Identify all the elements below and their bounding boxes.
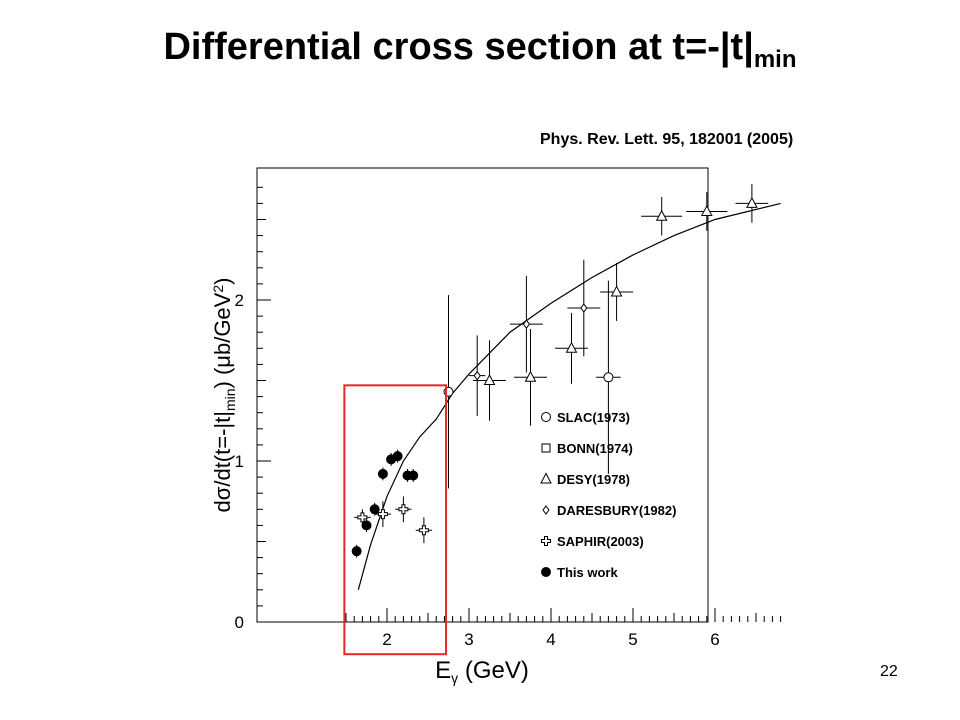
x-tick-label: 6 bbox=[710, 630, 719, 649]
slide-title: Differential cross section at t=-|t|min bbox=[0, 26, 960, 74]
x-axis: 2 3 4 5 6 bbox=[345, 608, 782, 649]
x-axis-label: Eγ (GeV) bbox=[435, 657, 529, 686]
data-point bbox=[418, 525, 429, 536]
data-point bbox=[361, 520, 372, 531]
y-axis-label: dσ/dt(t=-|t|min) (μb/GeV2) bbox=[210, 278, 238, 513]
legend-label: This work bbox=[557, 565, 618, 580]
data-point bbox=[408, 470, 419, 481]
data-point bbox=[565, 341, 578, 353]
plot-frame bbox=[256, 167, 709, 623]
legend-label: SLAC(1973) bbox=[557, 410, 630, 425]
legend-marker bbox=[541, 567, 551, 577]
data-point bbox=[392, 451, 403, 462]
x-tick-label: 2 bbox=[382, 630, 391, 649]
data-point bbox=[655, 209, 668, 221]
title-subscript: min bbox=[753, 46, 797, 73]
data-point bbox=[369, 504, 380, 515]
series-filled-circle bbox=[351, 449, 419, 558]
data-point bbox=[522, 319, 531, 329]
page-number: 22 bbox=[880, 663, 898, 680]
y-tick-label: 1 bbox=[235, 452, 244, 471]
legend-marker bbox=[541, 536, 551, 546]
legend-marker bbox=[540, 472, 552, 484]
data-point bbox=[398, 504, 409, 515]
y-tick-label: 0 bbox=[235, 613, 244, 632]
highlight-box bbox=[343, 384, 448, 656]
data-point bbox=[473, 370, 481, 381]
legend-label: SAPHIR(2003) bbox=[557, 534, 644, 549]
y-tick-label: 2 bbox=[235, 291, 244, 310]
data-point bbox=[610, 285, 623, 297]
y-axis: 0 1 2 bbox=[235, 186, 271, 632]
data-point bbox=[351, 546, 362, 557]
citation: Phys. Rev. Lett. 95, 182001 (2005) bbox=[540, 131, 794, 148]
data-point bbox=[603, 372, 614, 383]
legend: SLAC(1973) BONN(1974) DESY(1978) DARESBURY(… bbox=[540, 410, 676, 580]
legend-marker bbox=[541, 443, 551, 453]
data-point bbox=[746, 196, 758, 208]
legend-label: BONN(1974) bbox=[557, 441, 633, 456]
series-triangle bbox=[473, 184, 769, 426]
series-circle bbox=[443, 280, 621, 489]
x-tick-label: 5 bbox=[628, 630, 637, 649]
fit-curve bbox=[357, 202, 781, 590]
data-point bbox=[483, 373, 496, 385]
data-point bbox=[580, 303, 588, 313]
legend-marker bbox=[542, 505, 550, 515]
series-cross-open bbox=[354, 496, 433, 544]
x-tick-label: 3 bbox=[464, 630, 473, 649]
legend-label: DESY(1978) bbox=[557, 472, 630, 487]
series-diamond bbox=[469, 259, 601, 416]
title-main: Differential cross section at t=-|t| bbox=[163, 26, 754, 68]
x-tick-label: 4 bbox=[546, 630, 555, 649]
data-point bbox=[377, 468, 388, 479]
data-point bbox=[700, 204, 713, 216]
legend-label: DARESBURY(1982) bbox=[557, 503, 676, 518]
data-point bbox=[524, 370, 537, 382]
legend-marker bbox=[541, 412, 551, 422]
